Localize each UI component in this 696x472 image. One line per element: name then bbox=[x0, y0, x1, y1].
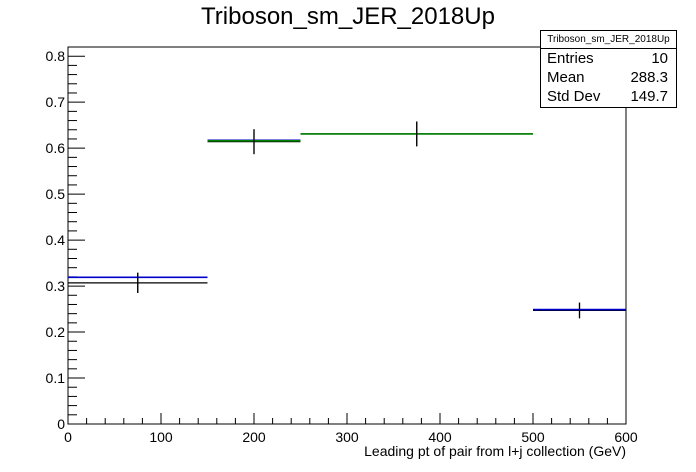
y-tick-label: 0 bbox=[57, 416, 65, 432]
y-tick-label: 0.1 bbox=[46, 370, 66, 386]
y-tick-label: 0.8 bbox=[46, 48, 66, 64]
data-layer bbox=[68, 121, 626, 319]
chart-title: Triboson_sm_JER_2018Up bbox=[201, 3, 495, 30]
x-tick-label: 200 bbox=[242, 429, 266, 445]
stats-box-title: Triboson_sm_JER_2018Up bbox=[541, 31, 676, 49]
x-tick-label: 600 bbox=[614, 429, 638, 445]
y-tick-label: 0.4 bbox=[46, 232, 66, 248]
stats-label: Std Dev bbox=[547, 88, 601, 105]
stats-label: Mean bbox=[547, 69, 585, 86]
stats-row-mean: Mean 288.3 bbox=[541, 68, 676, 87]
x-tick-label: 400 bbox=[428, 429, 452, 445]
x-tick-label: 100 bbox=[149, 429, 173, 445]
x-axis-label: Leading pt of pair from l+j collection (… bbox=[364, 443, 626, 459]
y-tick-label: 0.7 bbox=[46, 94, 66, 110]
x-tick-label: 0 bbox=[64, 429, 72, 445]
stats-box: Triboson_sm_JER_2018Up Entries 10 Mean 2… bbox=[540, 30, 677, 108]
y-tick-label: 0.3 bbox=[46, 278, 66, 294]
stats-value: 10 bbox=[651, 50, 668, 67]
y-tick-label: 0.2 bbox=[46, 324, 66, 340]
ticks-layer: 0 100 200 300 400 500 600 0 0.1 0.2 0.3 0.4 0.5 0.6 0.… bbox=[46, 46, 638, 445]
x-tick-label: 500 bbox=[521, 429, 545, 445]
stats-value: 149.7 bbox=[630, 88, 668, 105]
y-tick-label: 0.5 bbox=[46, 186, 66, 202]
stats-row-entries: Entries 10 bbox=[541, 49, 676, 68]
stats-row-stddev: Std Dev 149.7 bbox=[541, 87, 676, 106]
stats-value: 288.3 bbox=[630, 69, 668, 86]
y-tick-label: 0.6 bbox=[46, 140, 66, 156]
x-tick-label: 300 bbox=[335, 429, 359, 445]
stats-label: Entries bbox=[547, 50, 594, 67]
